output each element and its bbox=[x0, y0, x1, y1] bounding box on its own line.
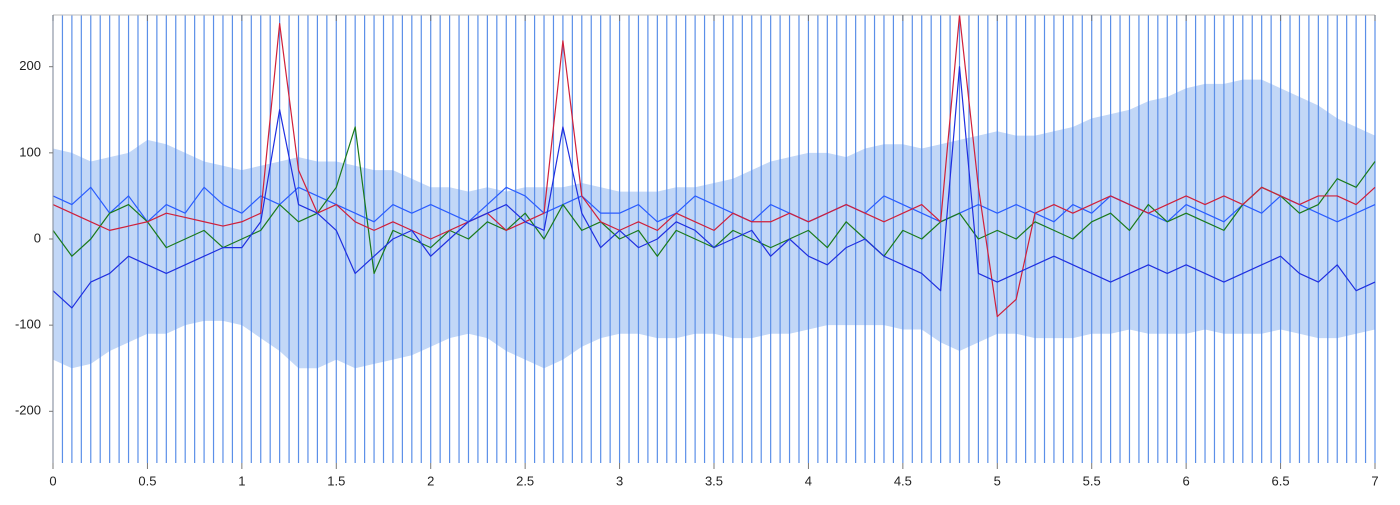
y-tick-label: 0 bbox=[34, 230, 41, 245]
y-tick-label: -200 bbox=[15, 403, 41, 418]
x-tick-label: 0 bbox=[49, 473, 56, 488]
y-tick-label: -100 bbox=[15, 317, 41, 332]
x-tick-label: 5.5 bbox=[1083, 473, 1101, 488]
y-tick-label: 100 bbox=[19, 144, 41, 159]
series-line bbox=[52, 14, 1376, 318]
x-tick-label: 1 bbox=[238, 473, 245, 488]
x-tick-label: 3 bbox=[616, 473, 623, 488]
x-tick-label: 3.5 bbox=[705, 473, 723, 488]
x-tick-label: 6 bbox=[1183, 473, 1190, 488]
x-tick-label: 0.5 bbox=[138, 473, 156, 488]
x-tick-label: 2.5 bbox=[516, 473, 534, 488]
x-tick-label: 6.5 bbox=[1272, 473, 1290, 488]
series-line bbox=[52, 186, 1376, 223]
x-tick-label: 1.5 bbox=[327, 473, 345, 488]
x-tick-label: 4.5 bbox=[894, 473, 912, 488]
series-line bbox=[52, 66, 1376, 309]
x-tick-label: 7 bbox=[1371, 473, 1378, 488]
x-tick-label: 2 bbox=[427, 473, 434, 488]
y-tick-label: 200 bbox=[19, 58, 41, 73]
x-tick-label: 5 bbox=[994, 473, 1001, 488]
x-tick-label: 4 bbox=[805, 473, 812, 488]
